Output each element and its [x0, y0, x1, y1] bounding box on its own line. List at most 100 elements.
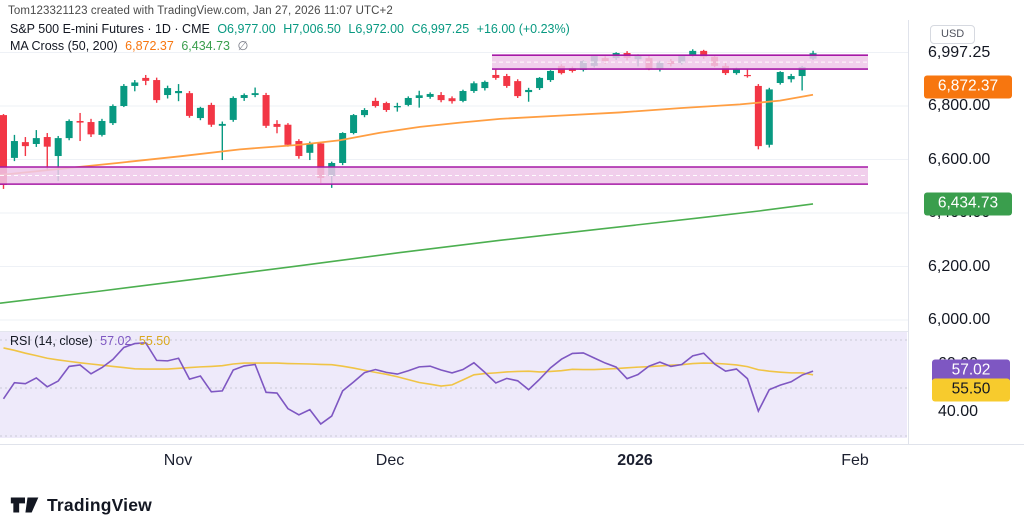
- candle: [743, 74, 751, 77]
- candle: [503, 76, 511, 86]
- rsi-value: 57.02: [100, 334, 132, 348]
- rsi-axis-label: 40.00: [938, 403, 979, 420]
- ma50-value: 6,872.37: [125, 39, 174, 53]
- candle: [109, 106, 117, 124]
- candle: [382, 103, 390, 111]
- time-axis-label[interactable]: Nov: [163, 452, 193, 469]
- price-axis-separator: [908, 20, 909, 444]
- candle: [295, 141, 303, 157]
- rsi-label[interactable]: RSI (14, close): [10, 334, 93, 348]
- candle: [732, 68, 740, 74]
- ma50-line: [0, 93, 814, 176]
- candle: [317, 143, 325, 178]
- time-axis-label[interactable]: 2026: [617, 452, 653, 469]
- price-zone: [492, 55, 868, 70]
- candle: [514, 81, 522, 97]
- rsi-ma-value: 55.50: [138, 334, 171, 348]
- candle: [361, 110, 369, 116]
- pane-separator: [0, 331, 908, 332]
- candle: [470, 83, 478, 92]
- candle: [76, 120, 84, 123]
- price-axis[interactable]: USD 6,997.25 6,800.006,600.006,400.006,2…: [908, 20, 1024, 444]
- candle: [765, 89, 773, 145]
- price-axis-label: 6,200.00: [928, 257, 991, 275]
- candle: [153, 80, 161, 101]
- rsi-axis-badge: 57.02: [932, 359, 1010, 383]
- ma200-line: [0, 203, 814, 304]
- candle: [98, 120, 106, 135]
- ohlc-close: C6,997.25: [411, 22, 470, 36]
- candle: [393, 106, 401, 108]
- candle: [43, 137, 51, 147]
- candle: [10, 141, 18, 158]
- candle: [689, 50, 697, 56]
- price-axis-label: 6,800.00: [928, 97, 991, 114]
- candle: [32, 138, 40, 144]
- candle: [306, 143, 314, 153]
- candle: [525, 89, 533, 93]
- candle: [273, 123, 281, 127]
- candle: [426, 93, 434, 97]
- price-pane[interactable]: [0, 20, 908, 331]
- candle: [481, 81, 489, 89]
- candle: [120, 85, 128, 106]
- candle: [240, 95, 248, 98]
- footer: TradingView: [10, 492, 152, 518]
- candle: [754, 85, 762, 147]
- candle: [21, 142, 29, 147]
- currency-button[interactable]: USD: [930, 25, 976, 44]
- muted-icon[interactable]: ∅: [237, 39, 249, 53]
- time-axis-label[interactable]: Dec: [375, 452, 405, 469]
- rsi-ma-axis-badge: 55.50: [932, 378, 1010, 402]
- candle: [415, 95, 423, 98]
- candle: [142, 77, 150, 81]
- candle: [492, 74, 500, 78]
- candle: [0, 115, 7, 185]
- time-axis-label[interactable]: Feb: [841, 452, 869, 469]
- candle: [131, 82, 139, 86]
- ma50-axis-badge: 6,872.37: [924, 75, 1012, 99]
- candle: [284, 124, 292, 145]
- price-change: +16.00 (+0.23%): [476, 22, 570, 36]
- candle: [700, 50, 708, 57]
- candle: [54, 138, 62, 157]
- candle: [547, 70, 554, 81]
- attribution-text: Tom123321123 created with TradingView.co…: [8, 5, 393, 17]
- candle: [350, 115, 358, 134]
- candle: [218, 123, 226, 126]
- candle: [339, 133, 347, 163]
- candle: [437, 95, 445, 101]
- candle: [787, 76, 795, 80]
- rsi-legend[interactable]: RSI (14, close) 57.02 55.50: [10, 334, 174, 348]
- candle: [196, 107, 204, 119]
- candle: [371, 100, 379, 106]
- ma-cross-legend[interactable]: MA Cross (50, 200) 6,872.37 6,434.73 ∅: [10, 38, 252, 53]
- candle: [536, 77, 544, 89]
- candle: [207, 104, 215, 125]
- rsi-pane[interactable]: [0, 331, 908, 438]
- ohlc-open: O6,977.00: [217, 22, 276, 36]
- candle: [404, 97, 412, 105]
- symbol-title[interactable]: S&P 500 E-mini Futures · 1D · CME: [10, 22, 210, 36]
- ma200-axis-badge: 6,434.73: [924, 192, 1012, 216]
- candle: [175, 91, 183, 94]
- ma200-value: 6,434.73: [181, 39, 230, 53]
- price-axis-label: 6,000.00: [928, 311, 991, 329]
- tradingview-logo-icon[interactable]: [10, 494, 40, 516]
- time-axis[interactable]: Nov Dec 2026 Feb: [0, 444, 908, 480]
- chart-area: Tom123321123 created with TradingView.co…: [0, 5, 1024, 480]
- candle: [448, 98, 456, 102]
- tradingview-brand-name[interactable]: TradingView: [47, 494, 152, 515]
- candle: [776, 72, 784, 83]
- candle: [251, 93, 259, 96]
- candle: [65, 120, 73, 139]
- time-axis-separator: [0, 444, 1024, 445]
- candle: [229, 97, 237, 120]
- ohlc-low: L6,972.00: [348, 22, 404, 36]
- candle: [459, 91, 467, 101]
- candle: [185, 93, 193, 116]
- symbol-legend[interactable]: S&P 500 E-mini Futures · 1D · CME O6,977…: [10, 22, 574, 36]
- candle: [798, 66, 806, 77]
- ma-cross-label[interactable]: MA Cross (50, 200): [10, 39, 118, 53]
- candle: [87, 122, 95, 135]
